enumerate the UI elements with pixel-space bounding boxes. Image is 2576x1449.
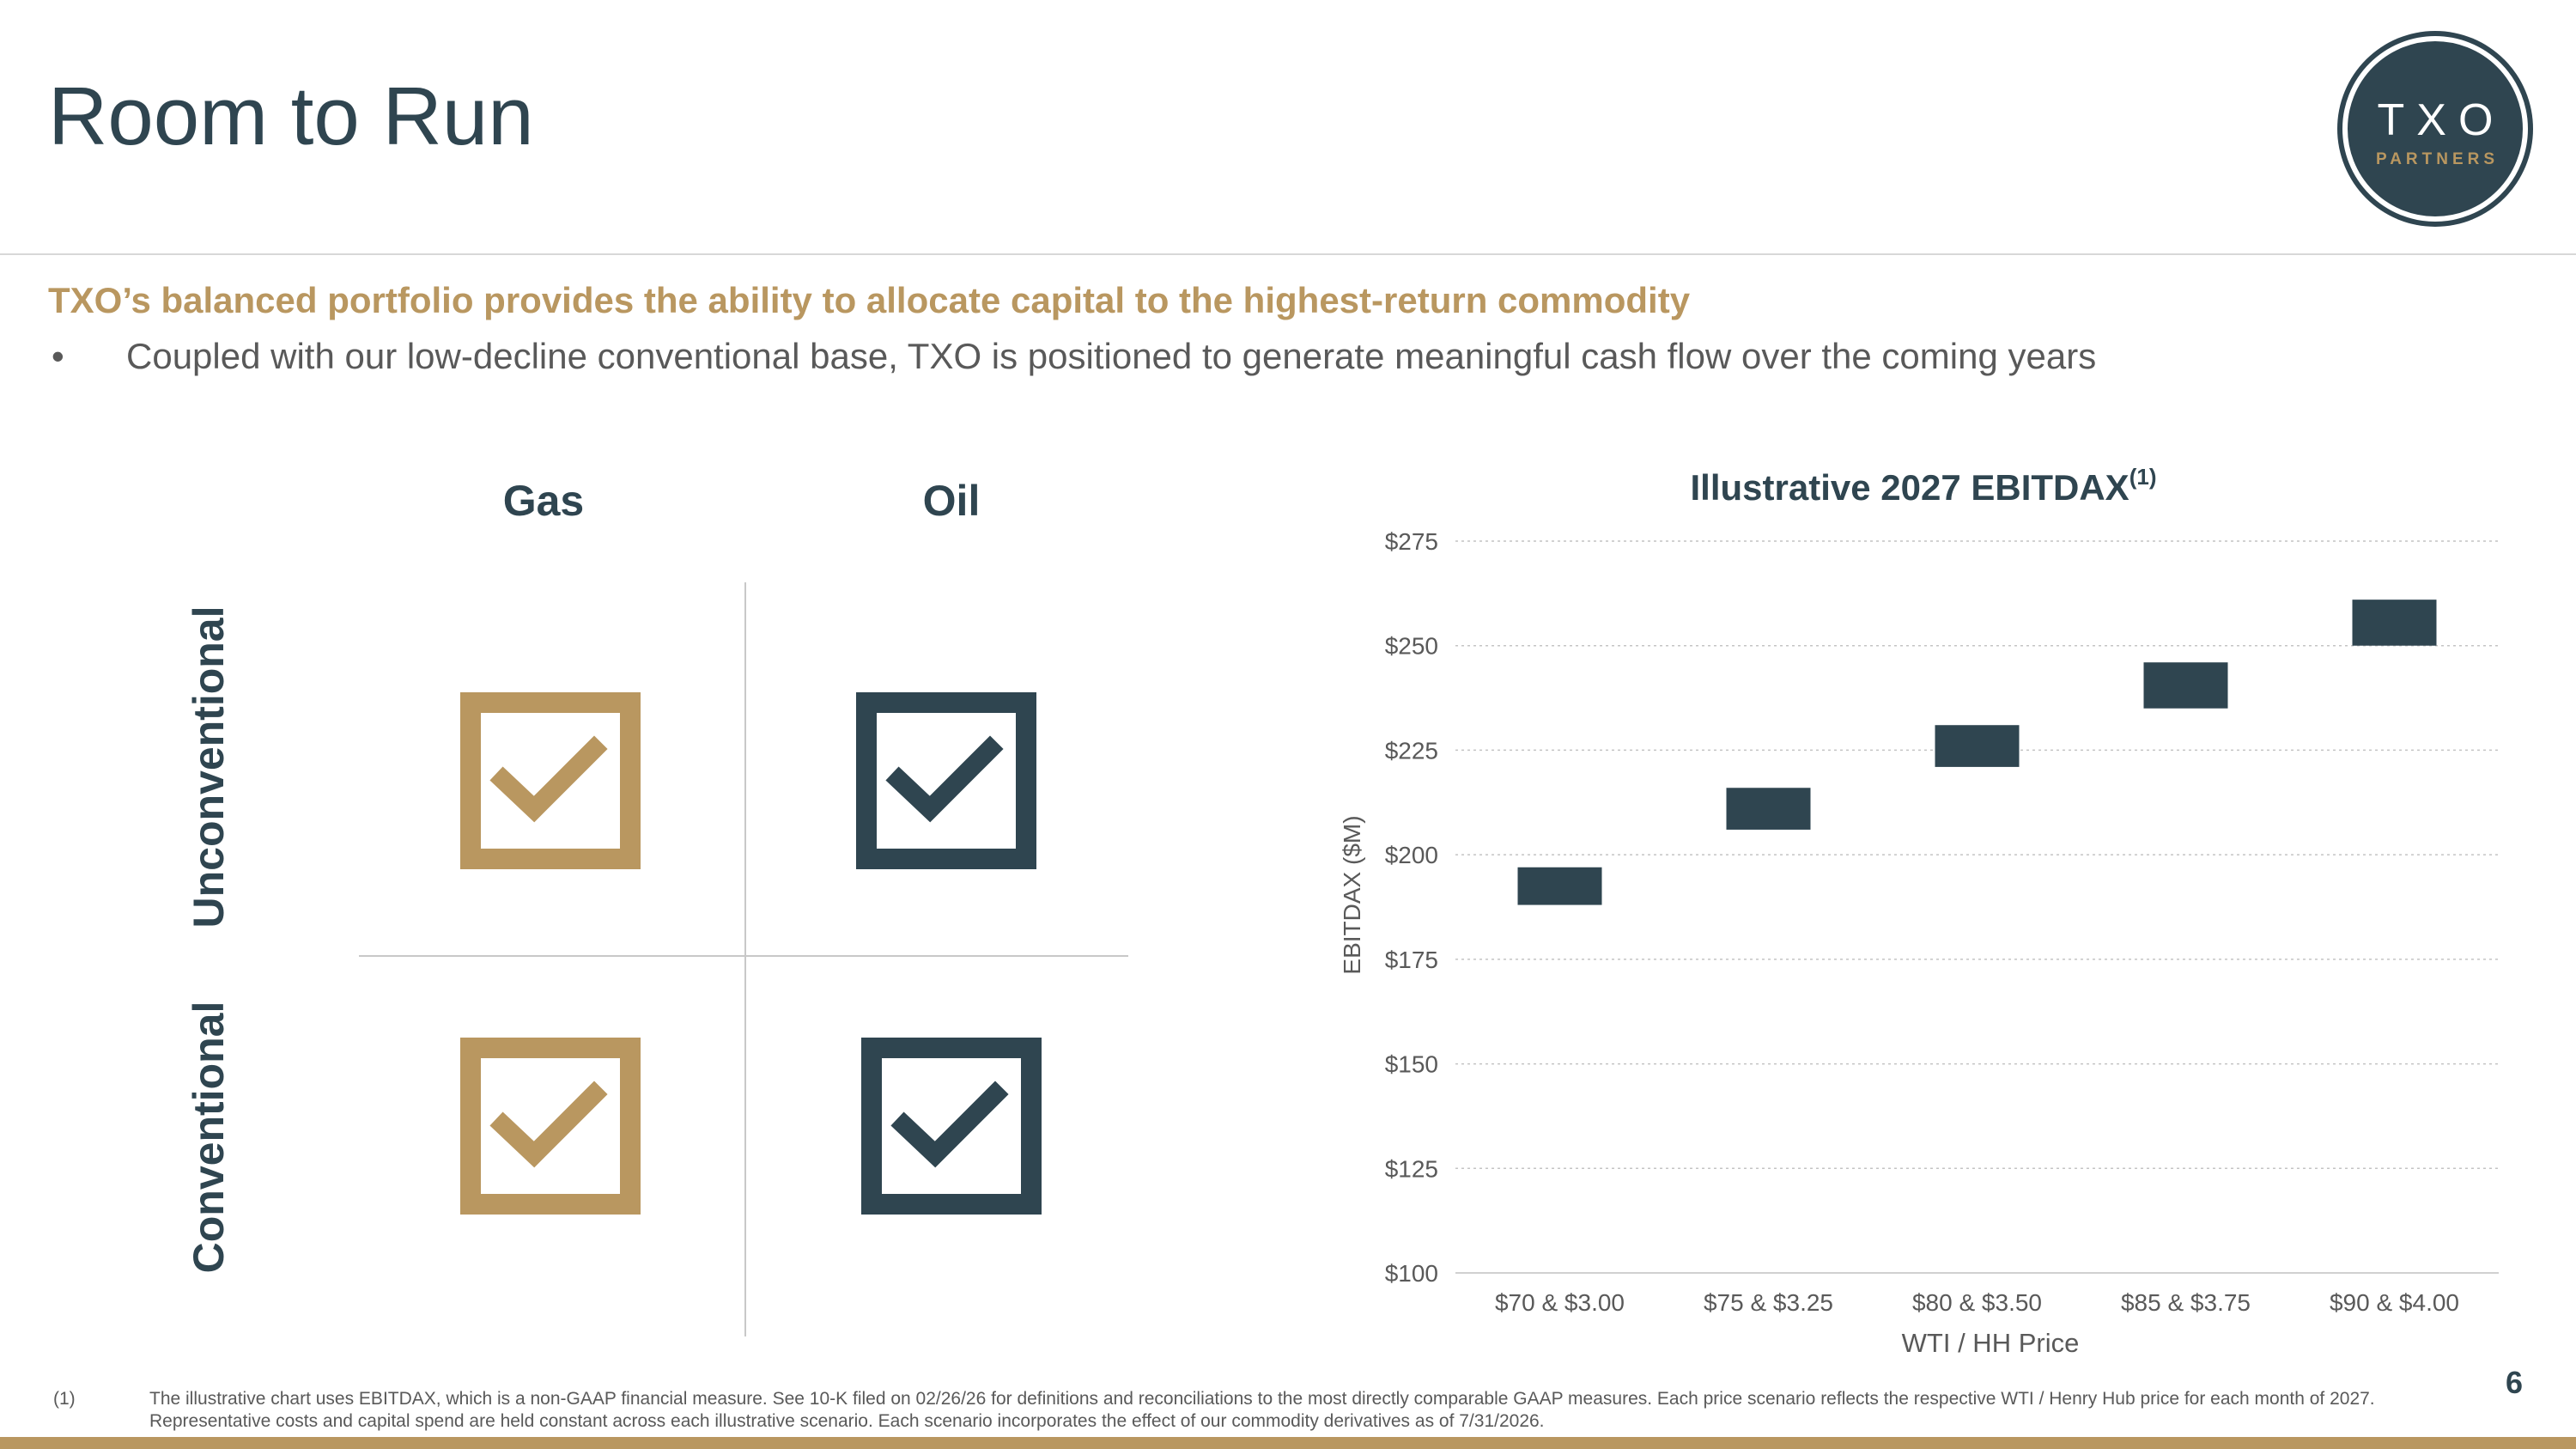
y-tick-label: $200 [1385,842,1438,868]
check-box-icon [856,692,1036,869]
ebitdax-range-bar [1726,788,1811,830]
x-tick-label: $70 & $3.00 [1495,1289,1625,1316]
x-tick-label: $90 & $4.00 [2330,1289,2459,1316]
check-box-icon [460,692,641,869]
ebitdax-chart: $100 $125 $150 $175 $200 $225 $250 $275 $70 & $3… [1322,455,2524,1383]
check-box-icon [460,1038,641,1215]
chart-title-text: Illustrative 2027 EBITDAX [1690,467,2129,508]
bullet-marker: • [52,336,64,376]
txo-partners-logo: TXO PARTNERS [2342,36,2528,222]
logo-main-text: TXO [2377,95,2506,145]
footnote-text: The illustrative chart uses EBITDAX, whi… [149,1389,2375,1432]
header-divider [0,253,2576,255]
matrix-column-oil: Oil [922,477,981,525]
y-tick-label: $100 [1385,1260,1438,1287]
matrix-horizontal-divider [359,955,1128,957]
page-title: Room to Run [48,70,534,162]
chart-title-footnote-ref: (1) [2129,464,2157,490]
matrix-vertical-divider [744,582,746,1336]
chart-canvas: $100 $125 $150 $175 $200 $225 $250 $275 $70 & $3… [1385,528,2499,1316]
chart-title: Illustrative 2027 EBITDAX(1) [1322,466,2524,506]
y-tick-label: $125 [1385,1155,1438,1182]
bullet-text: Coupled with our low-decline conventiona… [126,336,2097,376]
y-tick-label: $250 [1385,633,1438,660]
footer-bar [0,1437,2576,1449]
footnote-marker: (1) [53,1389,76,1409]
ebitdax-range-bar [2352,600,2437,646]
y-tick-label: $275 [1385,528,1438,555]
matrix-row-unconventional: Unconventional [185,606,233,928]
chart-y-axis-label: EBITDAX ($M) [1339,815,1365,975]
x-tick-label: $75 & $3.25 [1704,1289,1833,1316]
ebitdax-range-bar [1935,725,2020,767]
y-tick-label: $150 [1385,1051,1438,1078]
check-box-icon [861,1038,1042,1215]
logo-sub-text: PARTNERS [2375,150,2500,168]
ebitdax-range-bar [2143,662,2228,709]
y-tick-label: $225 [1385,737,1438,764]
matrix-column-gas: Gas [502,477,585,525]
x-tick-label: $80 & $3.50 [1912,1289,2042,1316]
y-tick-label: $175 [1385,947,1438,973]
ebitdax-range-bar [1517,867,1602,905]
page-number: 6 [2506,1365,2524,1400]
x-tick-label: $85 & $3.75 [2121,1289,2251,1316]
chart-x-axis-label: WTI / HH Price [1901,1328,2080,1358]
slide-subtitle: TXO’s balanced portfolio provides the ab… [48,280,1691,320]
matrix-row-conventional: Conventional [185,1001,233,1274]
